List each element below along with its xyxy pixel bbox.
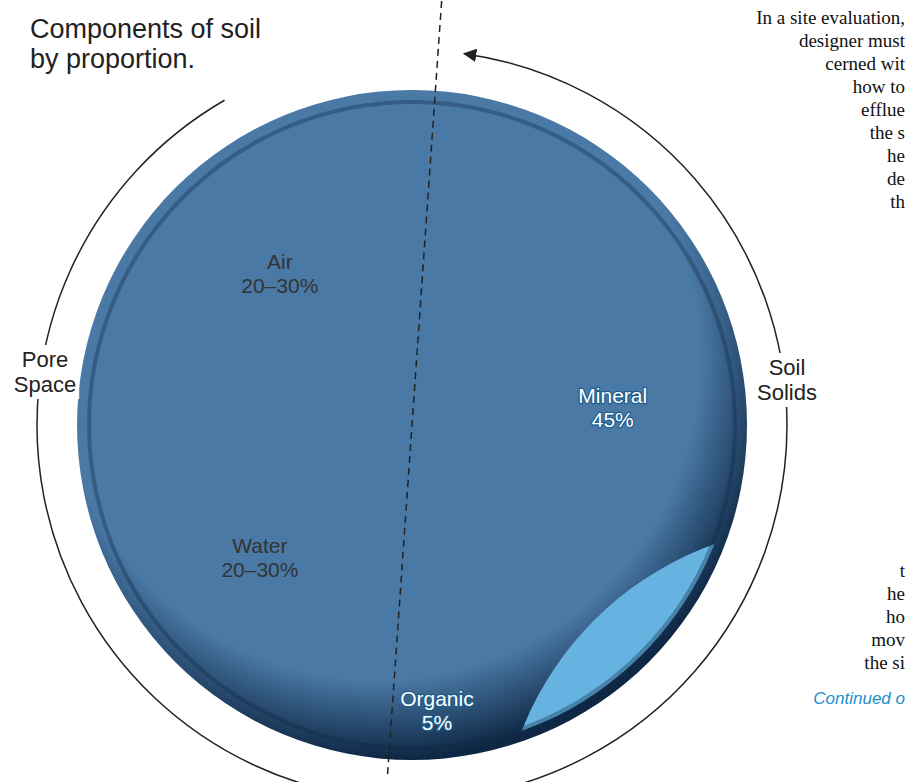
soil-solids-label-group: SoilSolids [754,353,820,407]
pore-space-label-line: Space [14,372,76,397]
body-line: In a site evaluation, [756,7,905,28]
slice-category: Mineral [578,384,647,407]
slice-value-label: 45% [592,408,634,431]
soil-solids-label: SoilSolids [757,355,817,405]
solids-bracket [464,54,787,782]
body-line: cerned wit [825,53,905,74]
body-line: th [890,191,905,212]
continued-note: Continued o [813,689,905,708]
slice-category: Water [232,534,287,557]
slice-labels: Mineral45%Organic5%Water20–30%Air20–30% [221,250,647,734]
slice-value-label: 20–30% [241,274,318,297]
chart-title: Components of soilby proportion. [30,14,261,74]
body-line: de [887,168,905,189]
soil-solids-label-patch [754,353,820,407]
pore-space-label-patch [11,345,79,399]
slice-category: Organic [400,687,474,710]
pore-space-label-line: Pore [22,347,68,372]
body-line: designer must [799,30,906,51]
pore-space-label-group: PoreSpace [11,345,79,399]
body-line: he [887,583,905,604]
body-line: mov [871,629,905,650]
slice-category: Air [267,250,293,273]
slice-value-label: 5% [422,711,452,734]
body-line: ho [886,606,905,627]
pie-slice [389,425,490,750]
body-line: the s [870,122,905,143]
soil-solids-label-line: Soil [769,355,806,380]
title-line: Components of soil [30,14,261,44]
body-line: t [900,560,906,581]
pore-bracket [37,100,360,782]
pie-slice [88,100,435,425]
body-line: efflue [861,99,905,120]
body-line: how to [853,76,905,97]
pore-space-label: PoreSpace [14,347,76,397]
pie-slice [87,402,412,749]
title-line: by proportion. [30,44,195,74]
chart-root: Mineral45%Organic5%Water20–30%Air20–30%P… [0,0,911,782]
body-line: the si [864,652,905,673]
pie-slice [412,101,737,741]
body-line: he [887,145,905,166]
canvas: Mineral45%Organic5%Water20–30%Air20–30%P… [0,0,911,782]
divider-line [387,1,441,776]
slice-value-label: 20–30% [221,558,298,581]
soil-solids-label-line: Solids [757,380,817,405]
body-text: In a site evaluation,designer mustcerned… [756,7,906,673]
